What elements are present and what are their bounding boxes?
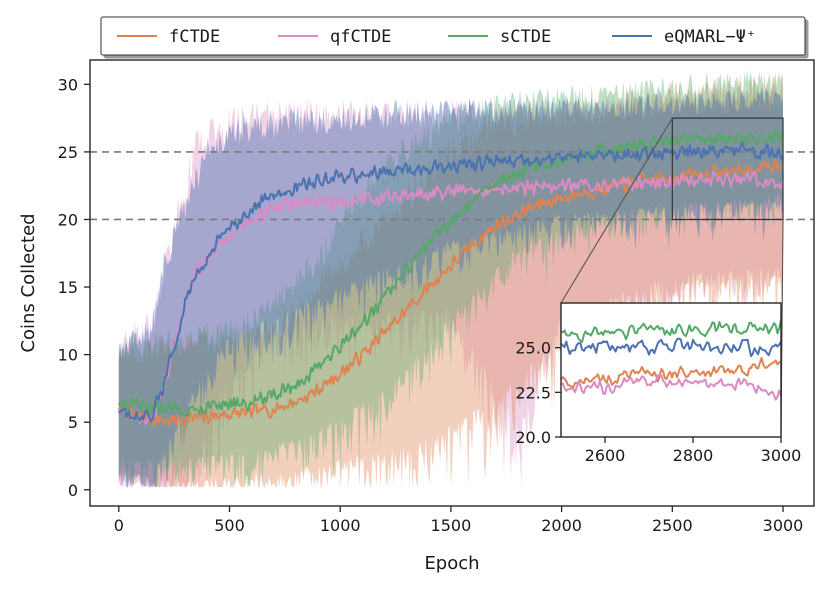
inset-x-tick-label-2600: 2600 — [585, 446, 626, 465]
inset-line-eqmarl — [561, 337, 781, 358]
x-tick-label-1500: 1500 — [431, 516, 472, 535]
zoom-connector-left — [560, 117, 673, 304]
y-tick-label-10: 10 — [58, 346, 78, 365]
band-fctde — [118, 71, 784, 488]
inset-line-fctde — [561, 357, 781, 389]
x-tick-label-1000: 1000 — [320, 516, 361, 535]
x-axis-label: Epoch — [424, 553, 479, 574]
zoom-rectangle — [671, 117, 784, 221]
y-axis-label: Coins Collected — [18, 213, 39, 352]
inset-axes: 2600 2800 3000 20.0 22.5 25.0 — [515, 302, 802, 465]
y-tick-label-25: 25 — [58, 143, 78, 162]
band-sctde — [118, 69, 784, 488]
inset-y-axis: 20.0 22.5 25.0 — [515, 339, 561, 447]
y-tick-label-20: 20 — [58, 210, 78, 229]
x-tick-label-2000: 2000 — [541, 516, 582, 535]
legend-label-qfctde: qfCTDE — [330, 27, 391, 47]
inset-series-lines — [561, 319, 781, 401]
inset-y-tick-label-1: 22.5 — [515, 383, 551, 402]
inset-frame — [560, 302, 782, 438]
legend-label-eqmarl: eQMARL−Ψ⁺ — [664, 27, 756, 47]
legend-label-fctde: fCTDE — [169, 27, 220, 47]
plot-frame — [89, 59, 815, 507]
inset-x-tick-label-2800: 2800 — [673, 446, 714, 465]
inset-y-tick-label-2: 25.0 — [515, 339, 551, 358]
inset-line-sctde — [561, 319, 781, 343]
x-axis: 0 500 1000 1500 2000 2500 3000 — [114, 506, 804, 535]
inset-background — [561, 303, 781, 437]
y-tick-label-0: 0 — [68, 481, 78, 500]
legend-label-sctde: sCTDE — [500, 27, 551, 47]
x-tick-label-3000: 3000 — [763, 516, 804, 535]
inset-line-qfctde — [561, 374, 781, 401]
x-tick-label-2500: 2500 — [652, 516, 693, 535]
x-tick-label-0: 0 — [114, 516, 124, 535]
inset-x-tick-label-3000: 3000 — [761, 446, 802, 465]
legend: fCTDE qfCTDE sCTDE eQMARL−Ψ⁺ — [100, 16, 806, 56]
y-tick-label-30: 30 — [58, 75, 78, 94]
y-tick-label-5: 5 — [68, 413, 78, 432]
inset-x-axis: 2600 2800 3000 — [585, 437, 802, 465]
y-tick-label-15: 15 — [58, 278, 78, 297]
y-axis: 0 5 10 15 20 25 30 — [58, 75, 90, 500]
inset-y-tick-label-0: 20.0 — [515, 428, 551, 447]
x-tick-label-500: 500 — [214, 516, 245, 535]
